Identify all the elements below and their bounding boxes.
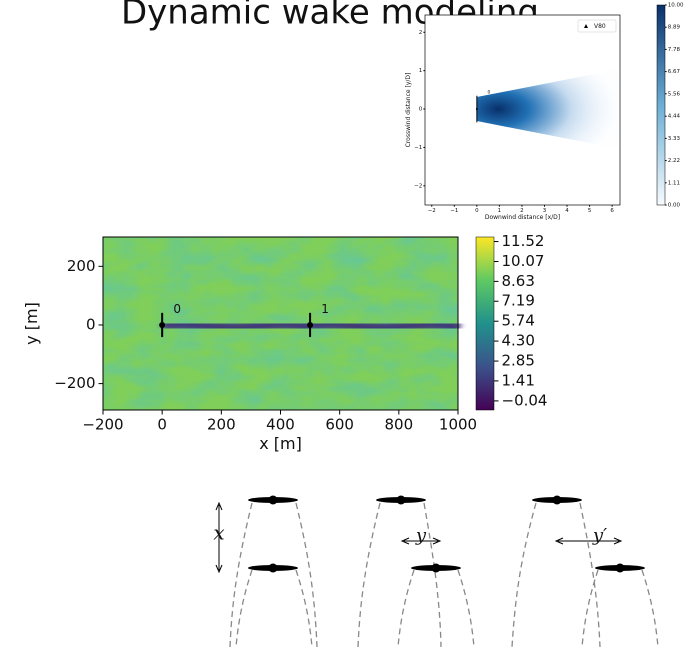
y-tick-label: 2 xyxy=(419,30,423,36)
colorbar-tick-label: −0.04 xyxy=(502,391,548,409)
colorbar-tick-label: 0.00 xyxy=(668,203,681,209)
x-tick-label: 0 xyxy=(157,416,167,434)
turbine-label: 1 xyxy=(321,302,329,316)
y-tick-label: 1 xyxy=(419,68,423,74)
colorbar-tick-label: 3.33 xyxy=(668,136,681,142)
x-tick-label: −200 xyxy=(82,416,123,434)
turbine-label: 0 xyxy=(173,302,181,316)
wake-diagram: x y y′ xyxy=(213,495,659,647)
wake xyxy=(161,317,314,335)
colorbar-tick-label: 7.78 xyxy=(668,47,681,53)
y-axis-label: y [m] xyxy=(22,302,41,345)
colorbar-tick-label: 4.30 xyxy=(502,332,535,350)
y-tick-label: 200 xyxy=(67,257,96,275)
y-tick-label: 0 xyxy=(419,107,423,113)
x-tick-label: 200 xyxy=(207,416,236,434)
x-tick-label: 1 xyxy=(498,208,502,214)
legend-marker xyxy=(584,24,588,28)
colorbar-tick-label: 7.19 xyxy=(502,292,535,310)
y-tick-label: −1 xyxy=(414,145,422,151)
legend-label: V80 xyxy=(594,23,606,30)
colorbar xyxy=(656,4,666,206)
turbine-label: 0 xyxy=(487,89,490,95)
colorbar-tick-label: 6.67 xyxy=(668,69,681,75)
x-tick-label: 800 xyxy=(385,416,414,434)
colorbar xyxy=(475,236,495,411)
x-tick-label: 400 xyxy=(266,416,295,434)
y-tick-label: −200 xyxy=(54,374,95,392)
colorbar-tick-label: 5.74 xyxy=(502,312,535,330)
turbine-hub xyxy=(307,321,314,328)
colorbar-tick-label: 5.56 xyxy=(668,91,681,97)
colorbar-tick-label: 8.89 xyxy=(668,25,681,31)
diagram-label: y′ xyxy=(592,525,607,546)
x-tick-label: 5 xyxy=(588,208,592,214)
colorbar-tick-label: 2.85 xyxy=(502,352,535,370)
colorbar-tick-label: 8.63 xyxy=(502,272,535,290)
colorbar-tick-label: 1.41 xyxy=(502,371,535,389)
wake xyxy=(476,69,620,150)
colorbar-tick-label: 10.00 xyxy=(668,3,684,9)
diagram-label: x xyxy=(213,521,224,545)
colorbar-tick-label: 10.07 xyxy=(502,252,545,270)
x-tick-label: 2 xyxy=(520,208,524,214)
colorbar-tick-label: 4.44 xyxy=(668,114,681,120)
y-axis-label: Crosswind distance [y/D] xyxy=(405,73,412,148)
x-axis-label: x [m] xyxy=(259,434,302,453)
legend-box xyxy=(577,19,617,33)
x-tick-label: 4 xyxy=(565,208,569,214)
y-tick-label: −2 xyxy=(414,183,422,189)
x-tick-label: −2 xyxy=(428,208,436,214)
colorbar-tick-label: 11.52 xyxy=(502,232,545,250)
y-tick-label: 0 xyxy=(86,315,96,333)
turbine-hub xyxy=(159,321,166,328)
x-tick-label: 3 xyxy=(543,208,547,214)
wake xyxy=(309,317,462,335)
x-tick-label: 1000 xyxy=(439,416,477,434)
colorbar-tick-label: 2.22 xyxy=(668,158,680,164)
axes-frame xyxy=(424,14,621,206)
x-tick-label: 0 xyxy=(475,208,479,214)
turbine-hub xyxy=(475,108,478,111)
colorbar-tick-label: 1.11 xyxy=(668,180,680,186)
x-axis-label: Downwind distance [x/D] xyxy=(485,214,560,221)
x-tick-label: −1 xyxy=(450,208,458,214)
x-tick-label: 600 xyxy=(325,416,354,434)
x-tick-label: 6 xyxy=(610,208,614,214)
diagram-label: y xyxy=(415,525,427,546)
